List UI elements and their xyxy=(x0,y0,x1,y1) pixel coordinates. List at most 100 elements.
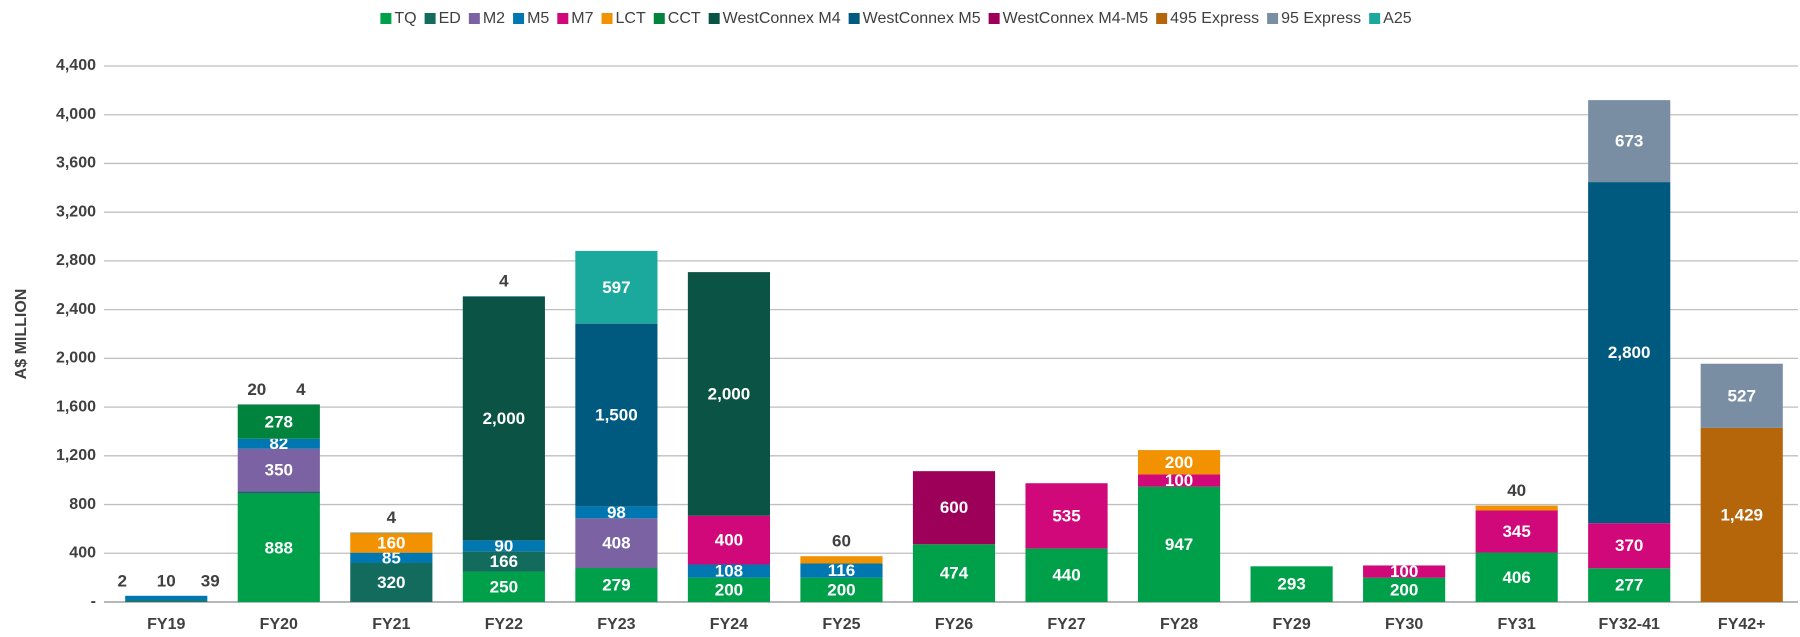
data-label: 527 xyxy=(1728,386,1756,405)
data-label: 250 xyxy=(490,577,518,596)
bar-segment xyxy=(575,323,658,507)
bar-segment xyxy=(687,515,771,565)
bar-segment xyxy=(912,544,996,602)
data-label: 947 xyxy=(1165,535,1193,554)
y-tick-label: 3,600 xyxy=(56,155,96,172)
bar-segment xyxy=(462,571,545,602)
legend-swatch xyxy=(653,13,665,24)
data-label: 4 xyxy=(387,508,397,527)
bar-segment xyxy=(1700,363,1783,428)
bar-segment xyxy=(1588,568,1671,602)
bar-segment xyxy=(237,438,320,449)
y-axis-label: A$ MILLION xyxy=(13,289,30,380)
data-label: 406 xyxy=(1502,568,1530,587)
bar-segment xyxy=(237,491,320,494)
data-label: 600 xyxy=(940,498,968,517)
bar-segment xyxy=(1588,182,1671,524)
bar-segment xyxy=(1475,552,1558,602)
data-label: 535 xyxy=(1052,506,1080,525)
legend-swatch xyxy=(1369,13,1381,24)
bar-segment xyxy=(575,568,658,602)
legend-label: M5 xyxy=(527,10,549,27)
legend-label: TQ xyxy=(394,10,416,27)
data-label: 108 xyxy=(715,562,743,581)
data-label: 200 xyxy=(827,580,855,599)
data-label: 400 xyxy=(715,531,743,550)
legend-label: LCT xyxy=(616,10,646,27)
legend-swatch xyxy=(513,13,525,24)
x-tick-label: FY19 xyxy=(147,616,185,633)
legend-label: WestConnex M4-M5 xyxy=(1003,10,1149,27)
data-label: 2,000 xyxy=(708,384,751,403)
data-label: 82 xyxy=(269,434,288,453)
data-label: 200 xyxy=(715,580,743,599)
data-label: 350 xyxy=(265,461,293,480)
legend-swatch xyxy=(988,13,1000,24)
data-label: 1,429 xyxy=(1720,505,1763,524)
bar-segment xyxy=(125,600,208,602)
bar-segment xyxy=(575,506,658,519)
data-label: 888 xyxy=(265,538,293,557)
bar-segment xyxy=(350,563,433,602)
x-tick-label: FY23 xyxy=(597,616,635,633)
x-tick-label: FY20 xyxy=(260,616,298,633)
bar-segment xyxy=(1137,474,1221,487)
bar-segment xyxy=(687,577,771,602)
data-label: 4 xyxy=(499,272,509,291)
data-label: 160 xyxy=(377,533,405,552)
data-label: 597 xyxy=(602,278,630,297)
bar-segment xyxy=(462,540,545,552)
bar-segment xyxy=(1588,523,1671,569)
legend-swatch xyxy=(708,13,720,24)
legend-label: 495 Express xyxy=(1170,10,1259,27)
bar-segment xyxy=(462,296,545,541)
data-label: 320 xyxy=(377,573,405,592)
legend-label: ED xyxy=(439,10,461,27)
legend-swatch xyxy=(601,13,613,24)
data-label: 39 xyxy=(201,571,220,590)
bar-segment xyxy=(1363,577,1446,602)
x-tick-label: FY32-41 xyxy=(1599,616,1660,633)
bar-segment xyxy=(350,533,433,553)
data-label: 2,000 xyxy=(483,409,526,428)
data-label: 60 xyxy=(832,532,851,551)
y-tick-label: 3,200 xyxy=(56,203,96,220)
data-label: 40 xyxy=(1507,481,1526,500)
bar-segment xyxy=(1025,548,1108,602)
x-tick-label: FY42+ xyxy=(1718,616,1766,633)
x-tick-label: FY22 xyxy=(485,616,523,633)
data-label: 370 xyxy=(1615,536,1643,555)
data-label: 20 xyxy=(247,380,266,399)
data-label: 673 xyxy=(1615,132,1643,151)
data-label: 200 xyxy=(1165,453,1193,472)
bar-segment xyxy=(800,577,883,602)
x-tick-label: FY29 xyxy=(1272,616,1310,633)
x-tick-label: FY24 xyxy=(710,616,748,633)
y-tick-label: 2,000 xyxy=(56,350,96,367)
bar-segment xyxy=(1588,100,1671,183)
data-label: 100 xyxy=(1390,562,1418,581)
legend-swatch xyxy=(424,13,436,24)
legend-swatch xyxy=(380,13,392,24)
data-label: 100 xyxy=(1165,471,1193,490)
data-label: 85 xyxy=(382,548,401,567)
x-tick-label: FY26 xyxy=(935,616,973,633)
legend-swatch xyxy=(1156,13,1168,24)
data-label: 440 xyxy=(1052,566,1080,585)
data-label: 116 xyxy=(828,561,855,580)
bar-segment xyxy=(575,518,658,569)
data-label: 200 xyxy=(1390,580,1418,599)
legend-swatch xyxy=(848,13,860,24)
legend-swatch xyxy=(1267,13,1279,24)
bar-segment xyxy=(800,556,883,564)
x-tick-label: FY31 xyxy=(1498,616,1536,633)
bar-segment xyxy=(800,563,883,578)
data-label: 90 xyxy=(494,536,513,555)
data-label: 1,500 xyxy=(595,405,638,424)
x-tick-label: FY27 xyxy=(1047,616,1085,633)
bar-segment xyxy=(1137,450,1221,475)
bar-segment xyxy=(125,595,208,601)
bar-segment xyxy=(1475,510,1558,553)
data-label: 277 xyxy=(1615,576,1643,595)
y-tick-label: - xyxy=(91,593,96,610)
